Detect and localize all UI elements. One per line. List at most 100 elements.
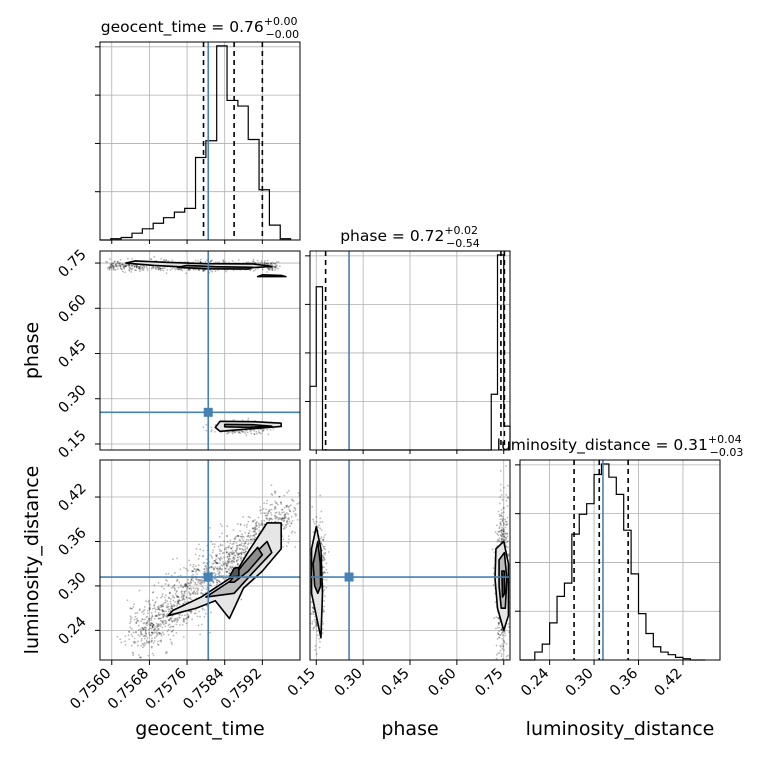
sample-point [251,539,254,542]
sample-point [185,584,188,587]
sample-point [152,623,155,626]
sample-point [138,635,141,638]
sample-point [281,508,284,511]
sample-point [492,583,495,586]
sample-point [143,634,146,637]
sample-point [178,599,181,602]
sample-point [186,616,189,619]
axis-label-y-luminosity_distance: luminosity_distance [21,466,43,655]
sample-point [212,578,215,580]
sample-point [139,267,142,270]
sample-point [194,583,197,586]
sample-point [151,266,153,269]
sample-point [277,267,279,270]
sample-point [213,559,216,562]
sample-point [209,631,211,634]
sample-point [226,570,229,573]
contour-level [501,570,506,598]
sample-point [237,430,239,433]
sample-point [321,554,324,557]
sample-point [323,570,326,573]
sample-point [166,605,169,607]
sample-point [171,558,174,561]
sample-point [209,554,212,556]
sample-point [114,263,117,266]
sample-point [128,265,131,268]
sample-point [194,259,197,262]
sample-point [177,586,180,589]
sample-point [149,607,152,610]
sample-point [162,587,165,590]
sample-point [157,611,160,614]
sample-point [275,266,278,269]
sample-point [501,643,504,645]
sample-point [175,623,178,626]
sample-point [239,539,242,542]
sample-point [498,537,501,540]
sample-point [271,503,273,506]
sample-point [124,640,126,643]
sample-point [120,641,123,644]
sample-point [499,649,502,652]
sample-point [117,260,119,263]
sample-point [507,625,510,628]
sample-point [500,515,503,517]
sample-point [173,584,175,587]
sample-point [204,565,207,568]
sample-point [505,464,508,467]
sample-point [500,628,503,631]
sample-point [178,598,180,601]
sample-point [202,549,205,552]
sample-point [214,574,216,577]
sample-point [251,520,254,523]
sample-point [233,419,236,421]
sample-point [156,267,159,269]
sample-point [230,568,233,571]
sample-point [278,495,281,498]
sample-point [506,533,509,535]
sample-point [143,621,146,624]
sample-point [252,520,255,523]
sample-point [189,587,192,590]
sample-point [152,624,155,627]
sample-point [191,570,194,573]
sample-point [151,614,154,617]
title-sup: +0.00 [264,15,298,28]
sample-point [158,267,161,269]
sample-point [155,635,158,638]
sample-point [165,650,167,653]
sample-point [194,593,197,595]
sample-point [500,524,502,527]
sample-point [145,600,147,603]
sample-point [265,514,268,517]
sample-point [183,590,186,593]
sample-point [106,267,109,270]
sample-point [221,532,223,535]
sample-point [265,502,268,505]
sample-point [268,508,271,511]
sample-point [172,599,175,602]
sample-point [315,653,318,655]
sample-point [253,535,256,537]
sample-point [129,618,132,620]
sample-point [244,540,247,543]
sample-point [113,265,115,268]
sample-point [119,265,122,268]
sample-point [235,544,238,547]
sample-point [149,624,152,627]
sample-point [294,509,297,512]
sample-point [128,263,130,266]
title-main: phase = 0.72 [340,227,444,245]
sample-point [181,269,184,272]
sample-point [275,261,278,264]
sample-point [290,498,293,501]
sample-point [187,614,190,617]
sample-point [286,505,289,508]
sample-point [153,603,156,606]
sample-point [161,626,164,629]
sample-point [210,555,213,558]
sample-point [234,431,237,434]
sample-point [213,571,216,574]
sample-point [151,622,154,625]
sample-point [286,519,288,522]
